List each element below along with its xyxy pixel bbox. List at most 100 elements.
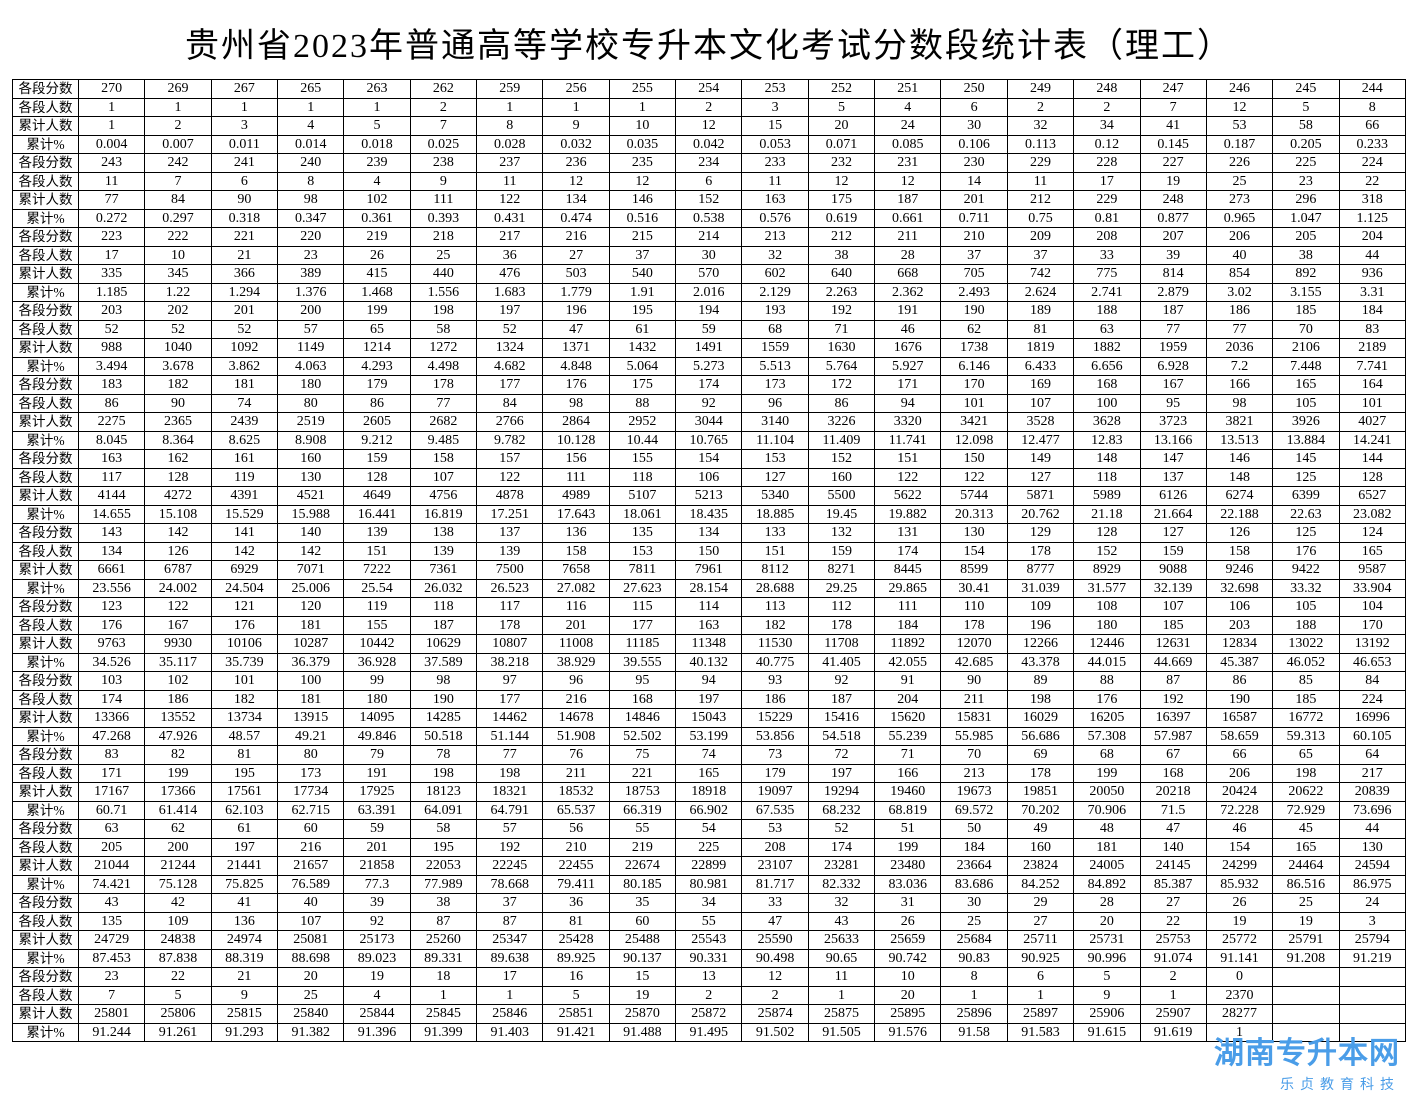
data-cell: 72.228	[1206, 801, 1272, 820]
data-cell: 1.125	[1339, 209, 1405, 228]
data-cell: 1676	[875, 339, 941, 358]
data-cell: 142	[211, 542, 277, 561]
data-cell: 247	[1140, 80, 1206, 99]
data-cell: 61.414	[145, 801, 211, 820]
data-cell: 0.233	[1339, 135, 1405, 154]
data-cell: 66.319	[609, 801, 675, 820]
data-cell: 71	[875, 746, 941, 765]
data-cell: 59	[676, 320, 742, 339]
data-cell: 148	[1206, 468, 1272, 487]
data-cell: 164	[1339, 376, 1405, 395]
data-cell: 33	[1074, 246, 1140, 265]
data-cell: 17.643	[543, 505, 609, 524]
data-cell: 15620	[875, 709, 941, 728]
data-cell: 31.577	[1074, 579, 1140, 598]
data-cell: 3320	[875, 413, 941, 432]
data-cell: 139	[477, 542, 543, 561]
data-cell: 17561	[211, 783, 277, 802]
data-cell: 178	[1007, 542, 1073, 561]
data-cell: 22899	[676, 857, 742, 876]
data-cell: 37	[609, 246, 675, 265]
data-cell: 178	[1007, 764, 1073, 783]
data-cell: 26	[344, 246, 410, 265]
data-cell: 2	[1074, 98, 1140, 117]
data-cell: 2682	[410, 413, 476, 432]
data-cell	[1339, 968, 1405, 987]
data-cell: 52	[79, 320, 145, 339]
data-cell: 148	[1074, 450, 1140, 469]
row-label: 各段人数	[13, 172, 79, 191]
data-cell: 91.382	[278, 1023, 344, 1042]
data-cell: 154	[941, 542, 1007, 561]
data-cell: 20	[1074, 912, 1140, 931]
data-cell: 46	[875, 320, 941, 339]
data-cell: 245	[1273, 80, 1339, 99]
data-cell: 47.926	[145, 727, 211, 746]
data-cell: 83	[79, 746, 145, 765]
data-cell: 100	[278, 672, 344, 691]
data-cell: 90.996	[1074, 949, 1140, 968]
data-cell: 3628	[1074, 413, 1140, 432]
data-cell: 5500	[808, 487, 874, 506]
data-cell: 126	[1206, 524, 1272, 543]
data-cell: 25791	[1273, 931, 1339, 950]
data-cell: 142	[145, 524, 211, 543]
row-label: 累计%	[13, 1023, 79, 1042]
data-cell: 10.765	[676, 431, 742, 450]
data-cell: 37	[477, 894, 543, 913]
data-cell: 87	[410, 912, 476, 931]
data-cell: 25840	[278, 1005, 344, 1024]
data-cell: 25794	[1339, 931, 1405, 950]
table-row: 累计人数210442124421441216572185822053222452…	[13, 857, 1406, 876]
data-cell: 3	[211, 117, 277, 136]
data-cell: 5871	[1007, 487, 1073, 506]
data-cell: 49.846	[344, 727, 410, 746]
row-label: 各段分数	[13, 746, 79, 765]
data-cell: 214	[676, 228, 742, 247]
data-cell: 892	[1273, 265, 1339, 284]
table-row: 各段分数103102101100999897969594939291908988…	[13, 672, 1406, 691]
data-cell: 136	[211, 912, 277, 931]
table-row: 各段人数135109136107928787816055474326252720…	[13, 912, 1406, 931]
data-cell: 47	[742, 912, 808, 931]
data-cell: 75.825	[211, 875, 277, 894]
data-cell: 5.064	[609, 357, 675, 376]
data-cell: 152	[676, 191, 742, 210]
data-cell: 3	[1339, 912, 1405, 931]
data-cell: 128	[1339, 468, 1405, 487]
data-cell: 104	[1339, 598, 1405, 617]
data-cell: 27	[1007, 912, 1073, 931]
data-cell: 131	[875, 524, 941, 543]
data-cell: 24838	[145, 931, 211, 950]
data-cell: 1.683	[477, 283, 543, 302]
data-cell: 742	[1007, 265, 1073, 284]
data-cell: 237	[477, 154, 543, 173]
data-cell: 14846	[609, 709, 675, 728]
data-cell: 1	[344, 98, 410, 117]
data-cell: 58	[410, 820, 476, 839]
data-cell: 165	[676, 764, 742, 783]
data-cell: 8112	[742, 561, 808, 580]
data-cell: 192	[1140, 690, 1206, 709]
data-cell: 206	[1206, 764, 1272, 783]
data-cell: 16397	[1140, 709, 1206, 728]
row-label: 各段人数	[13, 394, 79, 413]
row-label: 各段分数	[13, 228, 79, 247]
data-cell: 166	[1206, 376, 1272, 395]
data-cell: 27	[543, 246, 609, 265]
data-cell: 184	[941, 838, 1007, 857]
data-cell: 1	[79, 117, 145, 136]
data-cell: 171	[875, 376, 941, 395]
data-cell: 129	[1007, 524, 1073, 543]
data-cell: 66.902	[676, 801, 742, 820]
data-cell: 0.145	[1140, 135, 1206, 154]
data-cell: 38	[808, 246, 874, 265]
data-cell: 186	[1206, 302, 1272, 321]
data-cell: 16.441	[344, 505, 410, 524]
data-cell: 172	[808, 376, 874, 395]
data-cell: 7.448	[1273, 357, 1339, 376]
data-cell: 0.431	[477, 209, 543, 228]
data-cell: 77	[79, 191, 145, 210]
data-cell: 5	[808, 98, 874, 117]
row-label: 各段人数	[13, 616, 79, 635]
